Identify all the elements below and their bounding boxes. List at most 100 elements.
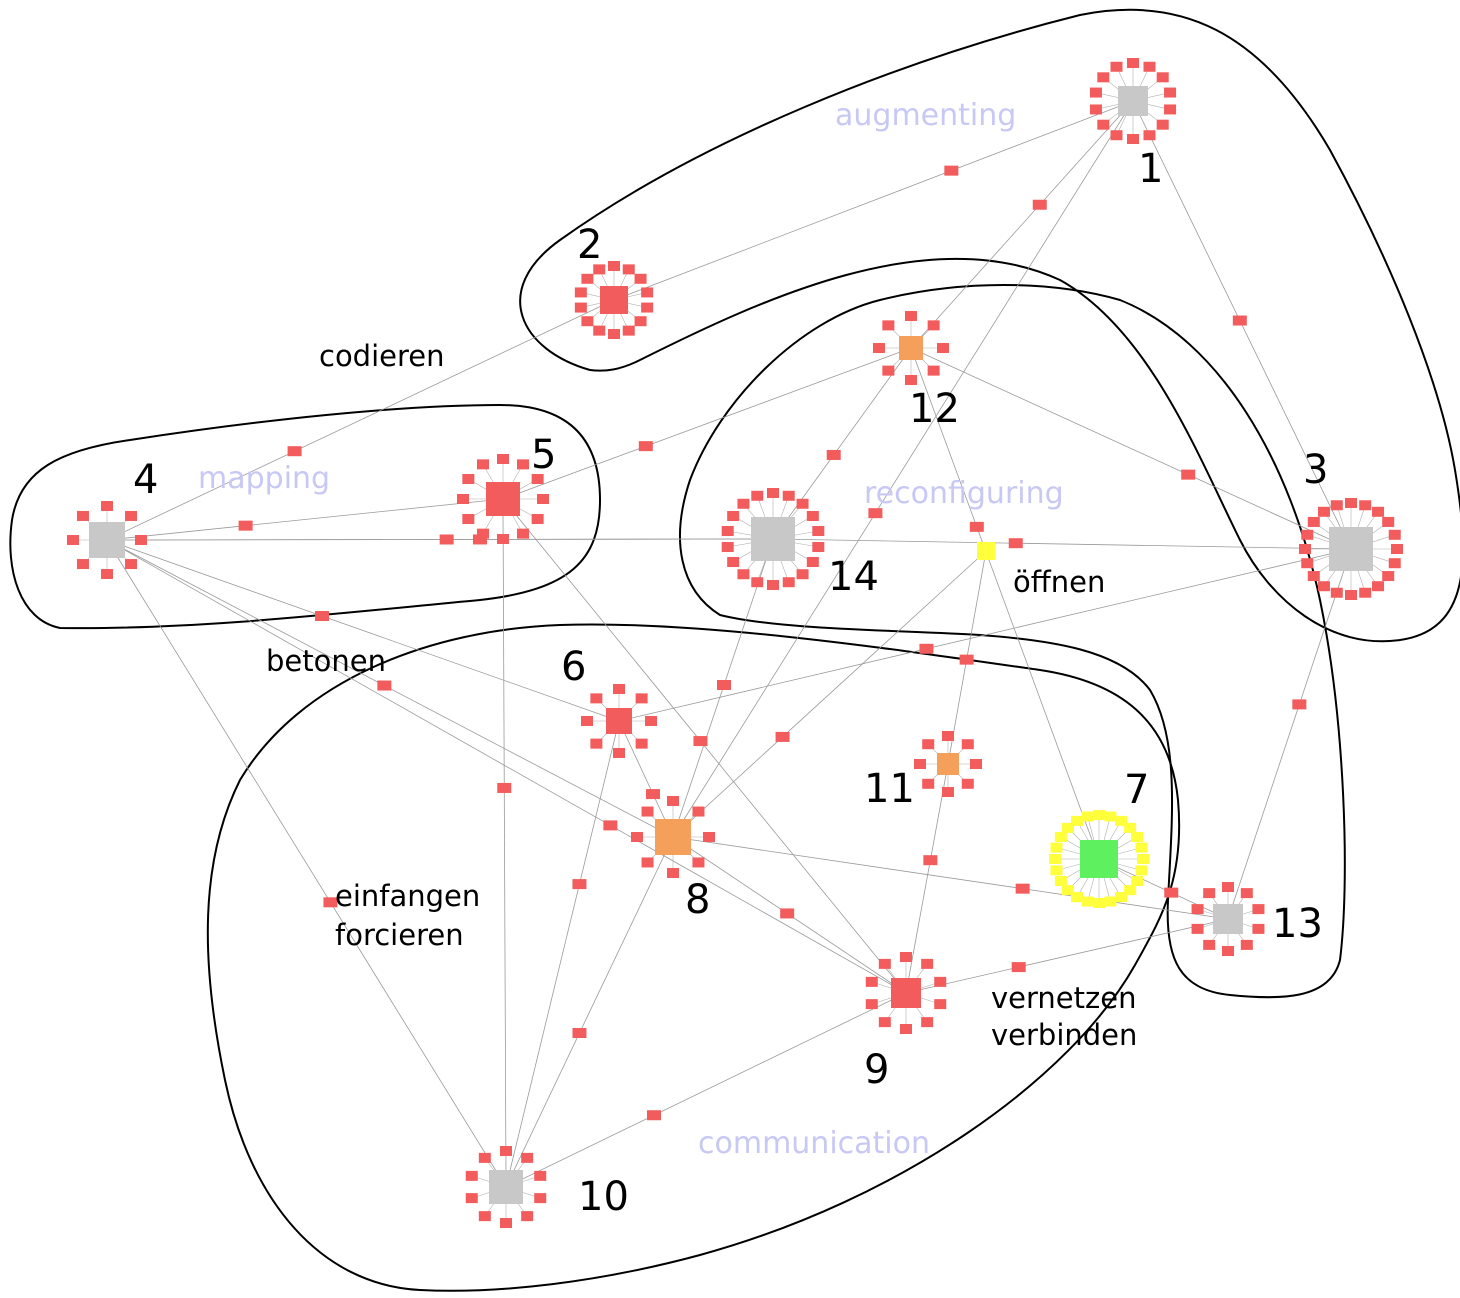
satellite-node [1191,923,1204,934]
edge-3-13 [1227,548,1352,920]
satellite-node [462,474,475,484]
satellite-node [767,488,779,498]
satellite-node [905,311,917,321]
satellite-node [865,999,878,1010]
satellite-node [1388,529,1401,540]
satellite-node [782,577,795,588]
hub-node-12 [899,336,923,360]
satellite-node [1203,888,1216,899]
satellite-node [942,731,954,741]
edge-12-3 [910,347,1352,550]
hub-label-11: 11 [864,766,915,812]
satellite-node [101,501,113,511]
satellite-node [1252,904,1265,915]
connector-node-4-5 [238,520,253,531]
satellite-node [590,738,603,749]
satellite-node [500,1146,512,1156]
satellite-node [1391,544,1403,554]
satellite-node [125,559,138,570]
satellite-node [457,494,469,504]
satellite-node [1203,939,1216,950]
edge-5-10 [502,498,507,1188]
satellite-node [934,976,947,987]
satellite-node [478,1152,491,1163]
hub-node-oeffnen [977,542,995,560]
satellite-node [1222,946,1234,956]
connector-node-9-13 [1011,962,1026,973]
hub-label-7: 7 [1124,767,1149,813]
satellite-node [1081,811,1094,822]
satellite-node [531,474,544,484]
satellite-node [1104,896,1117,907]
satellite-node [667,796,679,806]
satellite-node [1124,822,1137,833]
satellite-node [1372,581,1385,592]
satellite-node [942,787,954,797]
hub-node-1 [1118,86,1148,116]
satellite-node [961,778,974,789]
satellite-node [1330,587,1343,598]
satellite-node [703,832,715,842]
satellite-node [1143,61,1156,72]
satellite-node [581,273,594,284]
edge-1-2 [613,100,1134,301]
hub-node-2 [600,286,628,314]
satellite-node [806,511,819,521]
hubs-layer [89,86,1373,1204]
connector-node-3-13 [1292,699,1307,710]
satellite-node [927,365,940,376]
connector-node-5-10 [497,782,512,793]
satellite-node [1097,72,1110,83]
satellite-node [873,343,885,353]
satellite-node [1115,892,1127,903]
hub-node-3 [1329,527,1373,571]
edge-4-6 [106,539,620,722]
satellites-layer [67,58,1403,1228]
satellite-node [1061,885,1074,896]
satellite-node [76,559,89,570]
satellite-node [1089,104,1102,115]
satellite-node [613,748,625,758]
connector-node-5-9 [693,736,708,747]
hub-node-7 [1080,840,1118,878]
edge-12-7 [910,347,1100,860]
satellite-node [1222,882,1234,892]
satellite-node [531,514,544,524]
satellite-node [1050,842,1063,853]
edge-6-3 [618,548,1352,722]
hub-node-5 [486,482,520,516]
satellite-node [534,1193,547,1204]
satellite-node [645,716,657,726]
satellite-node [1135,865,1148,876]
edge-8-Y [672,550,987,838]
edge-6-8 [618,720,674,838]
connector-node-8-13 [1015,883,1030,894]
edge-12-14 [772,347,912,540]
satellite-node [1345,590,1357,600]
midnodes-layer [238,165,1307,1121]
satellite-node [882,320,895,331]
connector-node-6-3 [919,643,934,654]
connector-node-4-10 [323,897,338,908]
label-betonen: betonen [266,644,386,678]
satellite-node [1110,61,1123,72]
satellite-node [478,1211,491,1222]
satellite-node [1110,130,1123,141]
satellite-node [934,999,947,1010]
satellite-node [1050,865,1063,876]
satellite-node [622,325,635,336]
cluster-label-communication: communication [698,1126,930,1161]
connector-node-4-14 [472,534,487,545]
satellite-node [1071,892,1083,903]
satellite-node [641,287,654,298]
satellite-node [608,329,620,339]
connector-node-11-Y [959,654,974,665]
satellite-node [101,569,113,579]
edge-11-9 [905,763,949,994]
hub-node-4 [89,522,125,558]
satellite-node [900,1024,912,1034]
satellite-node [796,498,809,509]
satellite-node [581,716,593,726]
connector-node-6-10 [572,879,587,890]
satellite-node [1089,87,1102,98]
